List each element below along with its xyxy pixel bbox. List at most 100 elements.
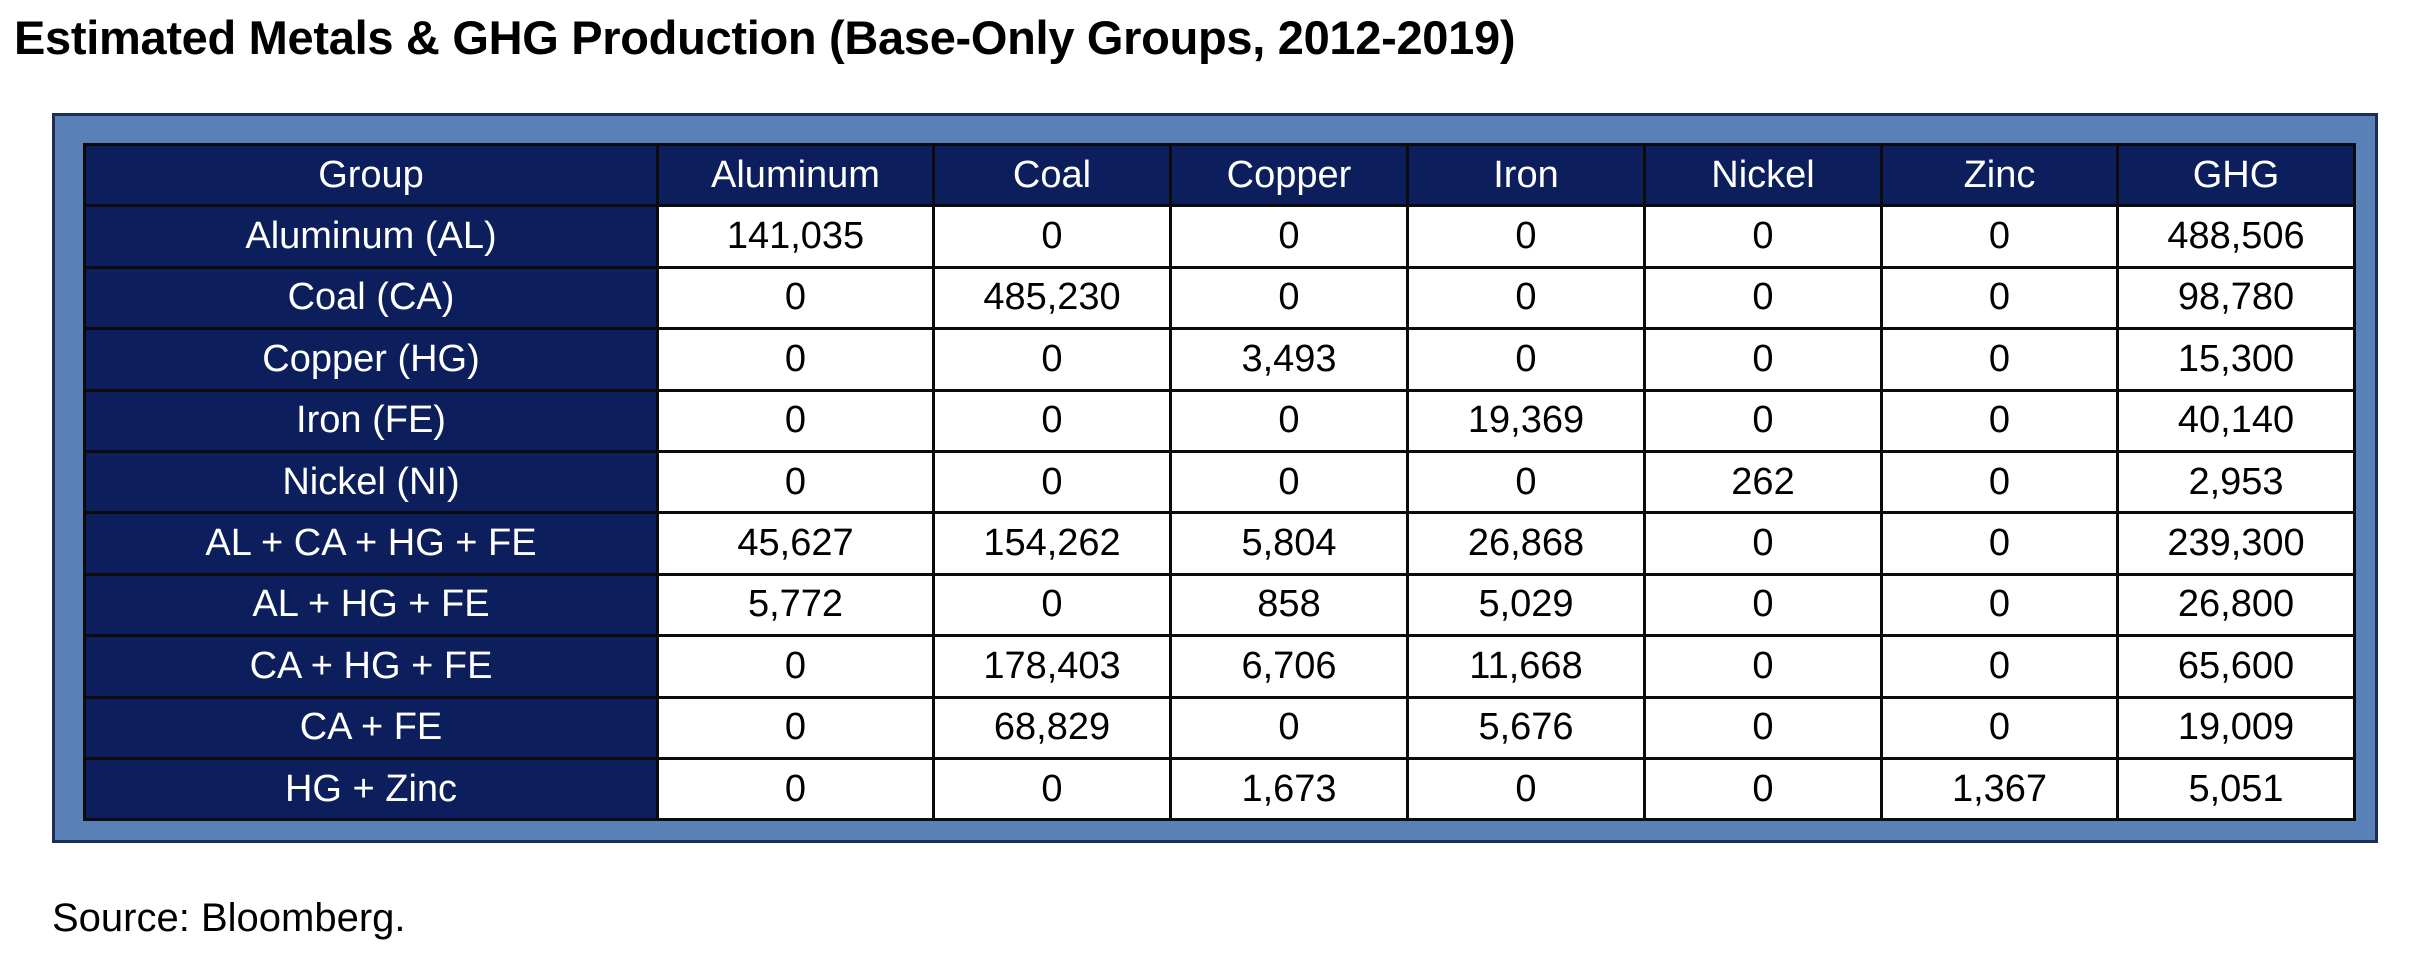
table-cell: 0 bbox=[1643, 265, 1883, 331]
table-cell: 65,600 bbox=[2116, 634, 2356, 699]
production-table: Group Aluminum Coal Copper Iron Nickel Zinc GHG… bbox=[83, 142, 2356, 822]
table-cell: 5,676 bbox=[1406, 695, 1646, 760]
table-cell: 0 bbox=[932, 388, 1172, 453]
table-cell: 0 bbox=[1880, 634, 2119, 699]
table-row: Nickel (NI) 0 0 0 0 262 0 2,953 bbox=[83, 449, 2356, 515]
table-row: CA + HG + FE 0 178,403 6,706 11,668 0 0 65,600 bbox=[83, 634, 2356, 699]
table-cell: 858 bbox=[1169, 572, 1409, 638]
table-cell: 26,868 bbox=[1406, 511, 1646, 576]
table-cell: 0 bbox=[1880, 511, 2119, 576]
table-cell: 0 bbox=[1643, 388, 1883, 453]
table-cell: 45,627 bbox=[656, 511, 935, 576]
table-cell: 0 bbox=[1643, 511, 1883, 576]
table-body: Aluminum (AL) 141,035 0 0 0 0 0 488,506 Coal (CA… bbox=[83, 204, 2356, 822]
table-row: CA + FE 0 68,829 0 5,676 0 0 19,009 bbox=[83, 695, 2356, 760]
row-label: Nickel (NI) bbox=[83, 449, 659, 515]
table-row: Iron (FE) 0 0 0 19,369 0 0 40,140 bbox=[83, 388, 2356, 453]
table-cell: 141,035 bbox=[656, 204, 935, 269]
table-cell: 0 bbox=[656, 449, 935, 515]
table-cell: 26,800 bbox=[2116, 572, 2356, 638]
table-cell: 0 bbox=[1880, 449, 2119, 515]
column-header-coal: Coal bbox=[932, 142, 1172, 208]
table-cell: 98,780 bbox=[2116, 265, 2356, 331]
table-cell: 40,140 bbox=[2116, 388, 2356, 453]
table-cell: 0 bbox=[1169, 204, 1409, 269]
table-cell: 2,953 bbox=[2116, 449, 2356, 515]
table-cell: 0 bbox=[1643, 756, 1883, 822]
table-cell: 3,493 bbox=[1169, 327, 1409, 392]
row-label: AL + HG + FE bbox=[83, 572, 659, 638]
table-cell: 0 bbox=[1643, 204, 1883, 269]
table-cell: 0 bbox=[1643, 572, 1883, 638]
table-cell: 485,230 bbox=[932, 265, 1172, 331]
table-row: Copper (HG) 0 0 3,493 0 0 0 15,300 bbox=[83, 327, 2356, 392]
column-header-zinc: Zinc bbox=[1880, 142, 2119, 208]
table-cell: 178,403 bbox=[932, 634, 1172, 699]
row-label: HG + Zinc bbox=[83, 756, 659, 822]
table-cell: 0 bbox=[1169, 265, 1409, 331]
table-cell: 0 bbox=[1880, 327, 2119, 392]
source-note: Source: Bloomberg. bbox=[52, 896, 406, 940]
table-cell: 0 bbox=[932, 204, 1172, 269]
table-row: Coal (CA) 0 485,230 0 0 0 0 98,780 bbox=[83, 265, 2356, 331]
table-cell: 5,804 bbox=[1169, 511, 1409, 576]
table-cell: 0 bbox=[1880, 695, 2119, 760]
table-cell: 154,262 bbox=[932, 511, 1172, 576]
table-cell: 0 bbox=[1643, 634, 1883, 699]
column-header-nickel: Nickel bbox=[1643, 142, 1883, 208]
table-cell: 0 bbox=[1169, 388, 1409, 453]
table-cell: 0 bbox=[1406, 204, 1646, 269]
table-cell: 0 bbox=[656, 695, 935, 760]
table-cell: 5,029 bbox=[1406, 572, 1646, 638]
table-cell: 262 bbox=[1643, 449, 1883, 515]
table-cell: 15,300 bbox=[2116, 327, 2356, 392]
row-label: CA + FE bbox=[83, 695, 659, 760]
row-label: Iron (FE) bbox=[83, 388, 659, 453]
table-cell: 0 bbox=[932, 449, 1172, 515]
row-label: Coal (CA) bbox=[83, 265, 659, 331]
row-label: AL + CA + HG + FE bbox=[83, 511, 659, 576]
table-cell: 239,300 bbox=[2116, 511, 2356, 576]
table-row: Aluminum (AL) 141,035 0 0 0 0 0 488,506 bbox=[83, 204, 2356, 269]
table-cell: 0 bbox=[1406, 756, 1646, 822]
table-cell: 0 bbox=[656, 327, 935, 392]
table-header-row: Group Aluminum Coal Copper Iron Nickel Zinc GHG bbox=[83, 142, 2356, 208]
column-header-aluminum: Aluminum bbox=[656, 142, 935, 208]
page-title: Estimated Metals & GHG Production (Base-… bbox=[14, 11, 1516, 64]
table-row: AL + HG + FE 5,772 0 858 5,029 0 0 26,800 bbox=[83, 572, 2356, 638]
row-label: Copper (HG) bbox=[83, 327, 659, 392]
row-label: CA + HG + FE bbox=[83, 634, 659, 699]
table-row: HG + Zinc 0 0 1,673 0 0 1,367 5,051 bbox=[83, 756, 2356, 822]
table-cell: 0 bbox=[656, 388, 935, 453]
table-cell: 0 bbox=[1880, 204, 2119, 269]
table-cell: 0 bbox=[656, 265, 935, 331]
column-header-copper: Copper bbox=[1169, 142, 1409, 208]
table-cell: 0 bbox=[1169, 695, 1409, 760]
table-cell: 19,369 bbox=[1406, 388, 1646, 453]
table-cell: 0 bbox=[1880, 572, 2119, 638]
table-frame: Group Aluminum Coal Copper Iron Nickel Zinc GHG… bbox=[52, 113, 2378, 843]
table-cell: 68,829 bbox=[932, 695, 1172, 760]
table-cell: 1,673 bbox=[1169, 756, 1409, 822]
column-header-group: Group bbox=[83, 142, 659, 208]
table-cell: 0 bbox=[932, 327, 1172, 392]
table-cell: 5,772 bbox=[656, 572, 935, 638]
table-cell: 488,506 bbox=[2116, 204, 2356, 269]
table-cell: 6,706 bbox=[1169, 634, 1409, 699]
table-cell: 0 bbox=[1643, 695, 1883, 760]
table-cell: 0 bbox=[1169, 449, 1409, 515]
table-cell: 5,051 bbox=[2116, 756, 2356, 822]
table-cell: 0 bbox=[1643, 327, 1883, 392]
table-cell: 0 bbox=[1406, 449, 1646, 515]
table-cell: 0 bbox=[932, 572, 1172, 638]
table-cell: 0 bbox=[656, 634, 935, 699]
table-cell: 0 bbox=[1880, 388, 2119, 453]
column-header-iron: Iron bbox=[1406, 142, 1646, 208]
table-cell: 1,367 bbox=[1880, 756, 2119, 822]
table-row: AL + CA + HG + FE 45,627 154,262 5,804 26,86… bbox=[83, 511, 2356, 576]
table-cell: 0 bbox=[1406, 265, 1646, 331]
table-cell: 0 bbox=[932, 756, 1172, 822]
column-header-ghg: GHG bbox=[2116, 142, 2356, 208]
table-cell: 0 bbox=[1406, 327, 1646, 392]
table-cell: 0 bbox=[656, 756, 935, 822]
